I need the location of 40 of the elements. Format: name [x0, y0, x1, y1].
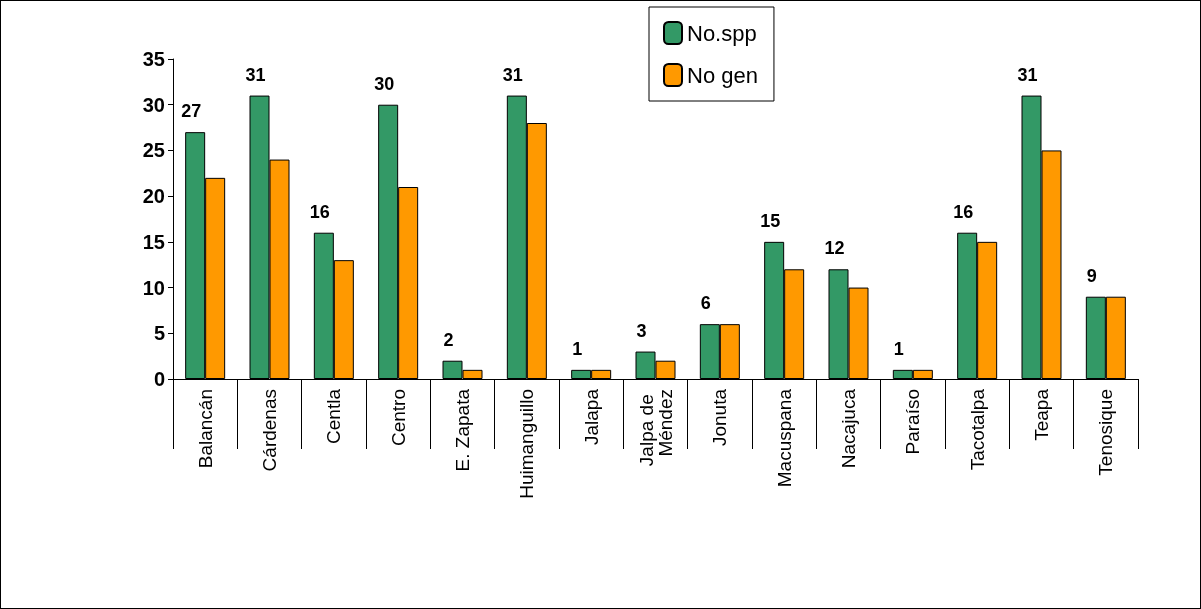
legend-label: No gen [687, 62, 758, 88]
data-label: 27 [181, 101, 202, 122]
data-label: 9 [1086, 265, 1097, 286]
data-label: 6 [700, 293, 711, 314]
x-tick-label: Centro [387, 389, 409, 447]
x-tick-label: Macuspana [773, 388, 795, 488]
data-label: 31 [245, 64, 266, 85]
data-label: 15 [760, 210, 781, 231]
y-tick-label: 30 [142, 93, 165, 116]
y-tick-label: 5 [153, 322, 165, 345]
y-tick-label: 10 [142, 276, 165, 299]
data-label: 30 [374, 73, 395, 94]
legend-label: No.spp [687, 20, 757, 46]
y-tick-label: 25 [142, 139, 165, 162]
data-label: 31 [502, 64, 523, 85]
x-tick-label: Tenosique [1095, 389, 1117, 476]
y-tick-label: 35 [142, 48, 165, 70]
data-label: 31 [1017, 64, 1038, 85]
data-label: 1 [572, 338, 583, 359]
x-tick-label: Cárdenas [259, 389, 280, 472]
x-tick-label: Huimanguillo [516, 389, 538, 499]
data-label: 16 [953, 201, 974, 222]
x-tick-label: Jalapa [580, 388, 602, 445]
x-tick-label: Balancán [194, 389, 216, 469]
x-tick-label: Teapa [1031, 388, 1052, 441]
x-tick-label: Centla [323, 388, 345, 444]
data-label: 2 [443, 329, 454, 350]
data-label: 16 [309, 201, 330, 222]
x-tick-label: Tacotalpa [966, 388, 988, 471]
y-tick-label: 15 [142, 230, 165, 253]
x-tick-label: E. Zapata [452, 388, 473, 472]
x-tick-label: Nacajuca [838, 388, 859, 469]
x-tick-label: Jalpa de Méndez [635, 389, 676, 467]
y-tick-label: 20 [142, 185, 165, 208]
y-tick-label: 0 [153, 368, 165, 390]
data-label: 3 [636, 320, 647, 341]
data-label: 1 [893, 338, 904, 359]
x-tick-label: Jonuta [709, 388, 731, 447]
data-label: 12 [824, 238, 845, 259]
x-tick-label: Paraíso [902, 389, 924, 455]
